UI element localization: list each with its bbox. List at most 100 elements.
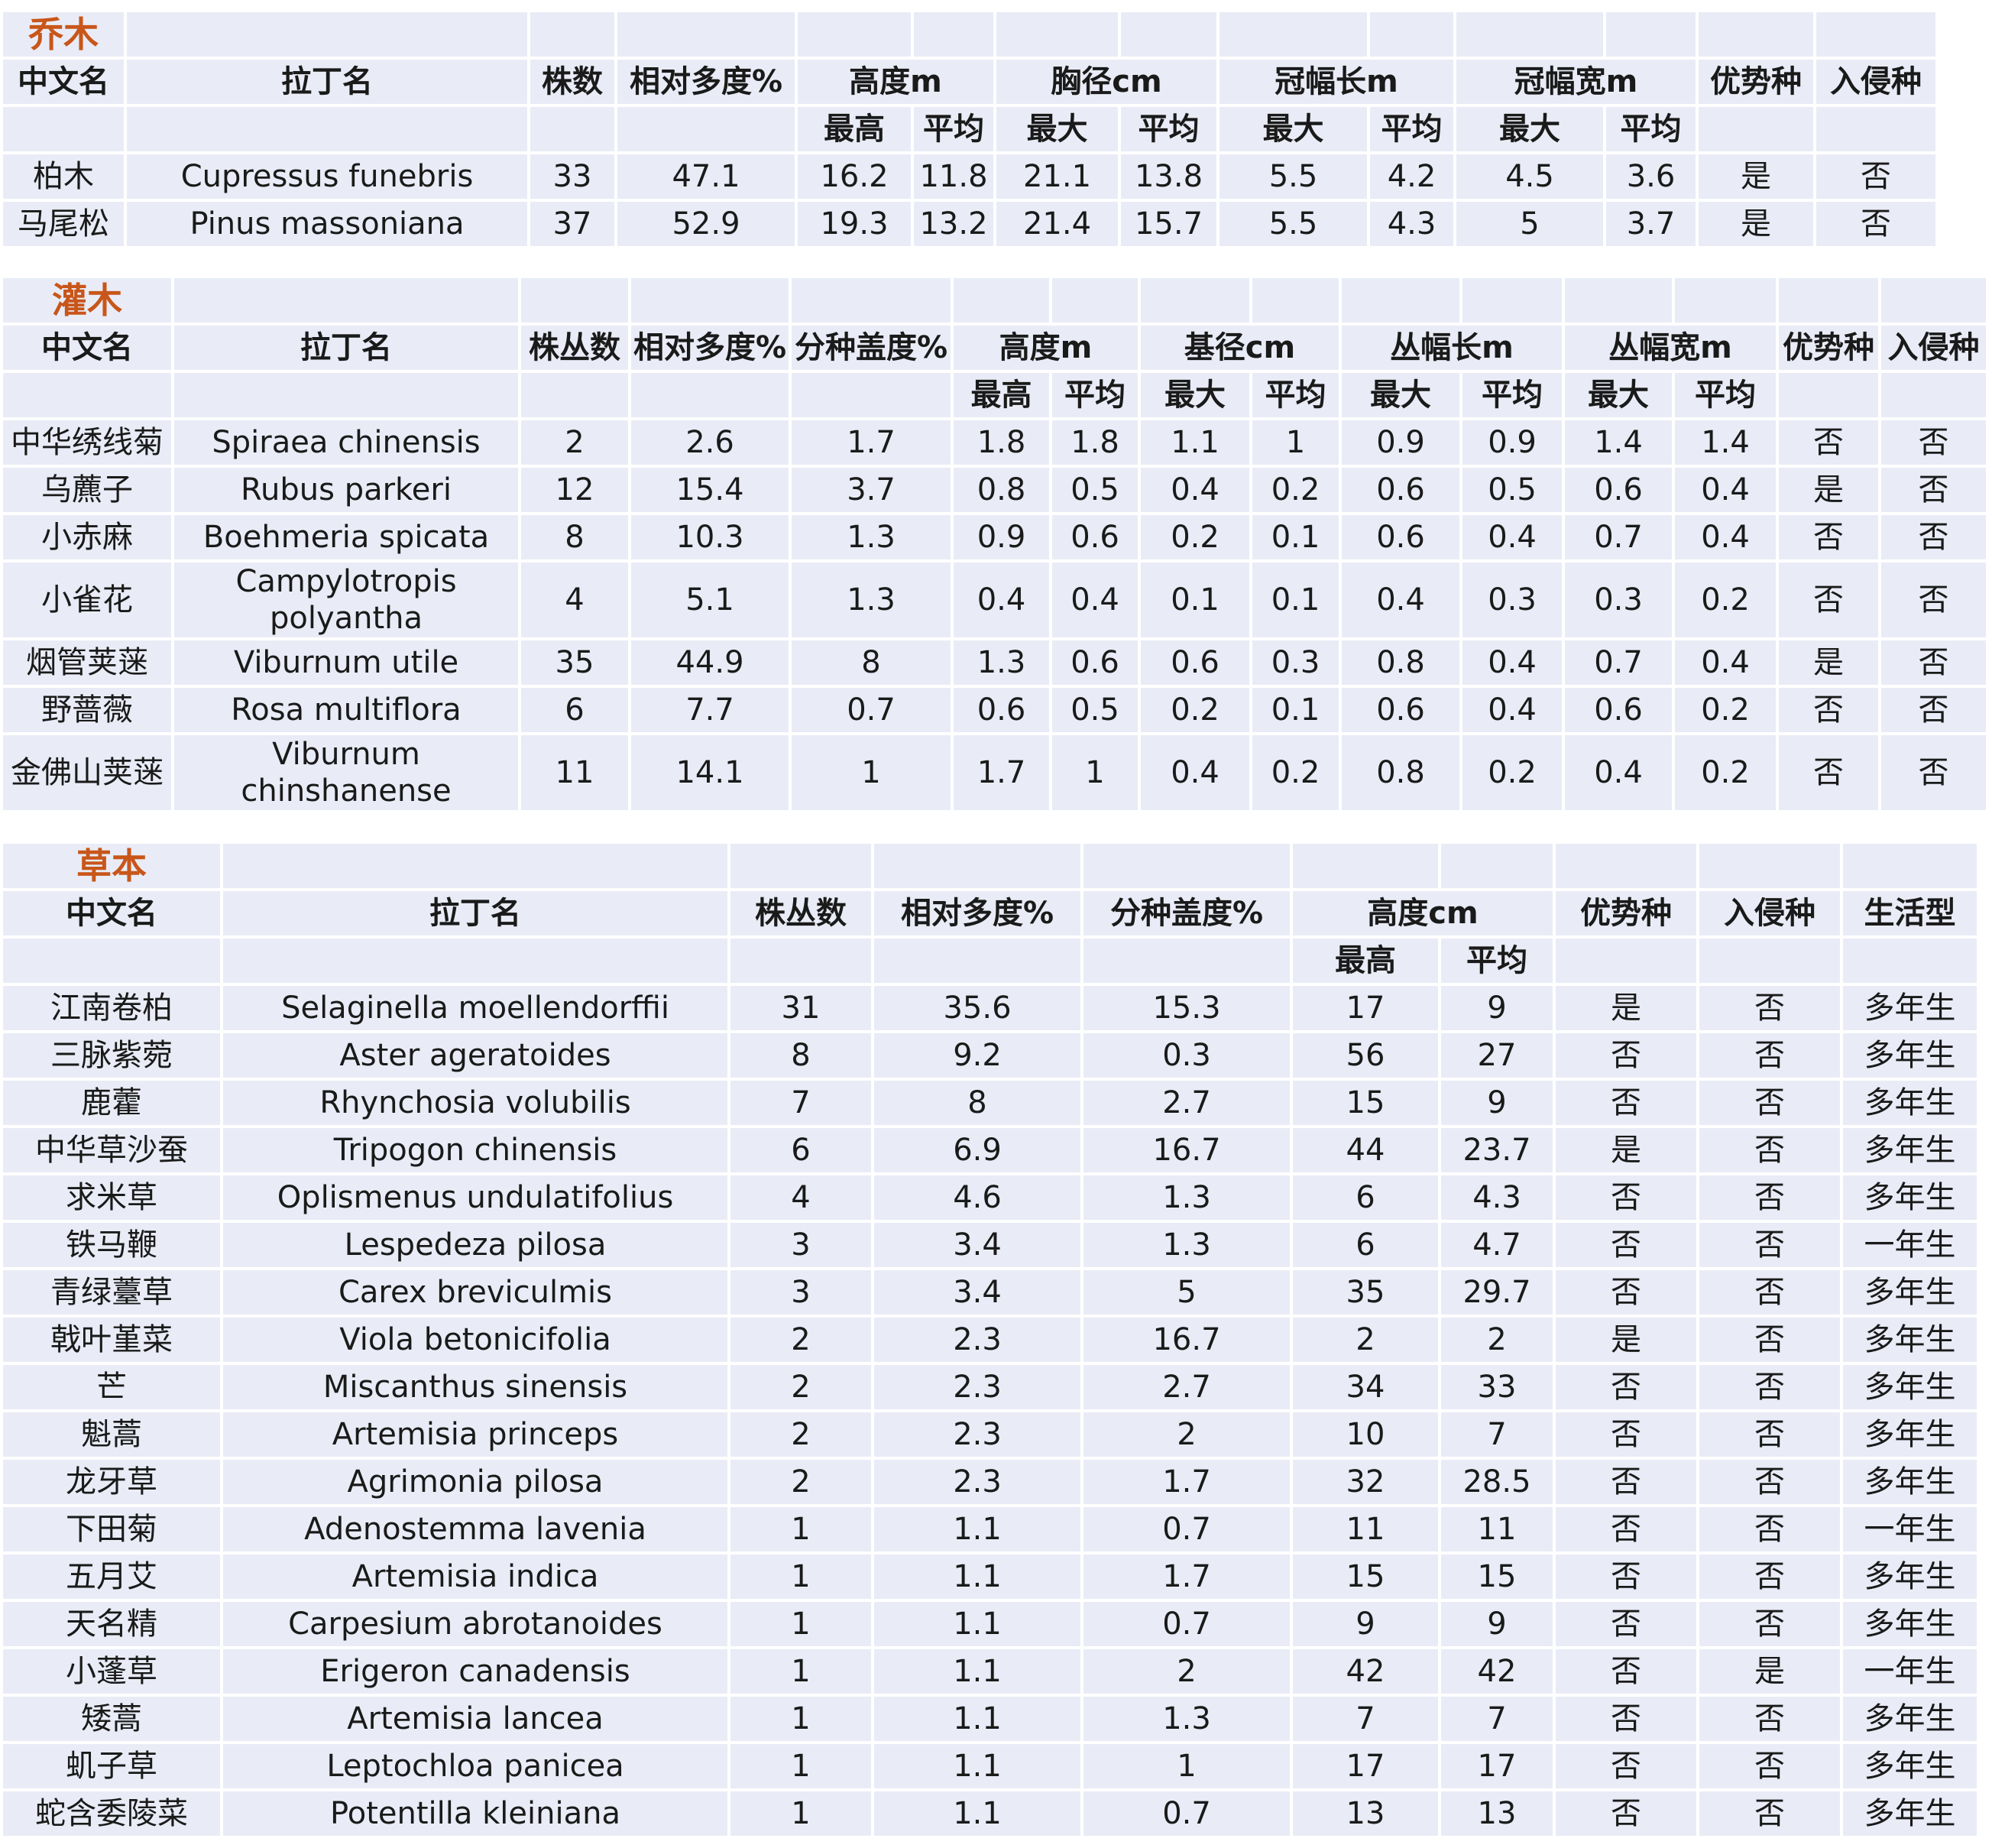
tree-rows: 柏木 Cupressus funebris 33 47.1 16.2 11.8 21.1 13…	[3, 154, 1935, 246]
table-cell: 8	[792, 640, 951, 685]
table-cell: 0.4	[1462, 515, 1562, 559]
col-header-latin: 拉丁名	[127, 60, 527, 104]
table-cell: 44	[1293, 1128, 1438, 1172]
col-header-count: 株丛数	[730, 891, 871, 935]
table-cell: 6	[1293, 1223, 1438, 1267]
herb-data-row: 铁马鞭 Lespedeza pilosa 3 3.4 1.3 6 4.7 否否一年生	[3, 1223, 1977, 1267]
table-cell: 21.4	[996, 202, 1118, 246]
subheader-avg: 平均	[1441, 939, 1553, 983]
shrub-data-row: 烟管荚蒾 Viburnum utile 35 44.9 8 1.3 0.6 0.6 0.3 0.8…	[3, 640, 1986, 685]
table-cell: 2	[521, 420, 628, 465]
table-cell: 0.4	[1675, 468, 1776, 512]
col-header-cn-name: 中文名	[3, 891, 220, 935]
table-cell: 3.7	[1606, 202, 1696, 246]
table-cell: 1.3	[1083, 1223, 1290, 1267]
tree-title-row: 乔木	[3, 12, 1935, 57]
table-cell: 否	[1699, 1412, 1840, 1457]
table-cell: 4	[521, 563, 628, 637]
species-latin-name: Cupressus funebris	[127, 154, 527, 199]
table-cell: 否	[1699, 1507, 1840, 1551]
table-cell: 0.9	[1462, 420, 1562, 465]
table-cell: 多年生	[1843, 1081, 1977, 1125]
species-cn-name: 野蔷薇	[3, 688, 171, 732]
table-cell: 0.4	[1462, 688, 1562, 732]
herb-data-row: 魁蒿 Artemisia princeps 2 2.3 2 10 7 否否多年生	[3, 1412, 1977, 1457]
table-cell: 是	[1699, 202, 1813, 246]
table-cell: 否	[1779, 563, 1878, 637]
table-cell: 35	[521, 640, 628, 685]
table-cell: 9.2	[874, 1033, 1080, 1078]
col-header-crown-wid: 冠幅宽m	[1456, 60, 1696, 104]
table-cell: 0.6	[1565, 468, 1672, 512]
table-cell: 11	[1293, 1507, 1438, 1551]
table-cell: 否	[1699, 1555, 1840, 1599]
table-cell: 17	[1441, 1744, 1553, 1788]
herb-data-row: 戟叶堇菜 Viola betonicifolia 2 2.3 16.7 2 2 是否多年生	[3, 1318, 1977, 1362]
table-cell: 0.6	[954, 688, 1049, 732]
table-cell: 多年生	[1843, 1033, 1977, 1078]
table-cell: 15.7	[1121, 202, 1216, 246]
species-latin-name: Carpesium abrotanoides	[223, 1602, 727, 1646]
table-cell: 多年生	[1843, 1128, 1977, 1172]
table-cell: 多年生	[1843, 1270, 1977, 1315]
table-cell: 1.7	[954, 735, 1049, 810]
table-cell: 2.3	[874, 1412, 1080, 1457]
table-cell: 多年生	[1843, 1791, 1977, 1836]
table-cell: 否	[1556, 1412, 1696, 1457]
table-cell: 否	[1816, 154, 1935, 199]
shrub-subheader-row: 最高 平均 最大 平均 最大 平均 最大 平均	[3, 373, 1986, 417]
table-cell: 0.2	[1675, 735, 1776, 810]
table-cell: 1.4	[1675, 420, 1776, 465]
table-cell: 否	[1779, 515, 1878, 559]
species-latin-name: Tripogon chinensis	[223, 1128, 727, 1172]
table-cell: 多年生	[1843, 1602, 1977, 1646]
table-cell: 0.7	[1083, 1507, 1290, 1551]
table-cell: 否	[1556, 1791, 1696, 1836]
table-cell: 2	[1083, 1412, 1290, 1457]
table-cell: 1.1	[874, 1791, 1080, 1836]
herb-title-row: 草本	[3, 844, 1977, 888]
table-cell: 0.3	[1565, 563, 1672, 637]
table-cell: 2.7	[1083, 1081, 1290, 1125]
species-cn-name: 中华草沙蚕	[3, 1128, 220, 1172]
table-cell: 否	[1699, 986, 1840, 1030]
table-cell: 44.9	[631, 640, 789, 685]
table-cell: 1.3	[1083, 1175, 1290, 1220]
table-cell: 12	[521, 468, 628, 512]
table-cell: 7.7	[631, 688, 789, 732]
table-cell: 0.7	[1565, 640, 1672, 685]
table-cell: 否	[1556, 1602, 1696, 1646]
table-cell: 1.3	[792, 563, 951, 637]
shrub-data-row: 野蔷薇 Rosa multiflora 6 7.7 0.7 0.6 0.5 0.2 0.1 0.6…	[3, 688, 1986, 732]
species-cn-name: 铁马鞭	[3, 1223, 220, 1267]
table-cell: 1.7	[792, 420, 951, 465]
table-cell: 2	[1441, 1318, 1553, 1362]
table-cell: 9	[1441, 1602, 1553, 1646]
shrub-header-row: 中文名 拉丁名 株丛数 相对多度% 分种盖度% 高度m 基径cm 丛幅长m 丛幅…	[3, 326, 1986, 370]
table-cell: 3	[730, 1270, 871, 1315]
table-cell: 8	[730, 1033, 871, 1078]
table-cell: 4.3	[1441, 1175, 1553, 1220]
subheader-avg: 平均	[1675, 373, 1776, 417]
table-cell: 0.4	[1675, 640, 1776, 685]
table-cell: 17	[1293, 986, 1438, 1030]
species-cn-name: 蛇含委陵菜	[3, 1791, 220, 1836]
table-cell: 4.5	[1456, 154, 1603, 199]
species-latin-name: Miscanthus sinensis	[223, 1365, 727, 1409]
table-cell: 7	[1293, 1697, 1438, 1741]
table-cell: 16.2	[798, 154, 911, 199]
table-cell: 5.5	[1219, 154, 1367, 199]
herb-data-row: 矮蒿 Artemisia lancea 1 1.1 1.3 7 7 否否多年生	[3, 1697, 1977, 1741]
table-cell: 7	[1441, 1412, 1553, 1457]
species-cn-name: 戟叶堇菜	[3, 1318, 220, 1362]
table-cell: 5.1	[631, 563, 789, 637]
table-cell: 0.4	[1675, 515, 1776, 559]
table-cell: 1.3	[954, 640, 1049, 685]
species-cn-name: 中华绣线菊	[3, 420, 171, 465]
table-cell: 15	[1293, 1081, 1438, 1125]
herb-data-row: 鹿藿 Rhynchosia volubilis 7 8 2.7 15 9 否否多年生	[3, 1081, 1977, 1125]
table-cell: 2	[730, 1460, 871, 1504]
subheader-max: 最大	[1565, 373, 1672, 417]
species-latin-name: Rosa multiflora	[174, 688, 518, 732]
table-cell: 1	[730, 1791, 871, 1836]
